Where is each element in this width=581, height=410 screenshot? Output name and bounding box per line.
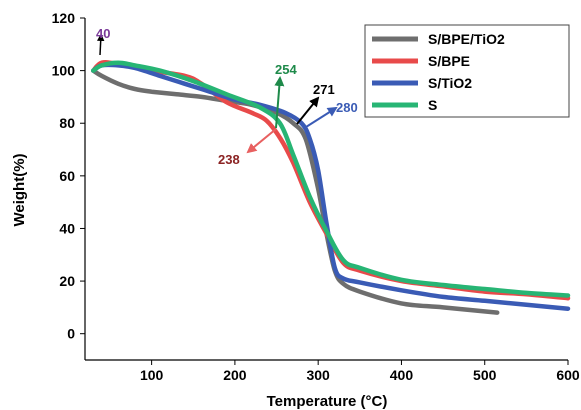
- series-line-s: [91, 60, 571, 298]
- series-line-s-bpe-tio2: [91, 68, 500, 315]
- annotation-arrow-40: [96, 33, 105, 56]
- ticks-layer: 100 200 300 400 500 600 0 20 40 60 80 100 120: [52, 10, 580, 383]
- series-line-s-tio2: [91, 62, 571, 311]
- y-tick-label: 20: [59, 273, 75, 289]
- series-layer: [91, 60, 571, 315]
- x-axis-title: Temperature (°C): [267, 393, 388, 410]
- y-tick-label: 100: [52, 63, 76, 79]
- x-tick-label: 200: [223, 367, 247, 383]
- y-tick-label: 0: [67, 326, 75, 342]
- annotation-arrow-238: [246, 128, 277, 154]
- legend: S/BPE/TiO2 S/BPE S/TiO2 S: [364, 24, 570, 118]
- y-tick-label: 120: [52, 10, 76, 26]
- y-tick-label: 80: [59, 115, 75, 131]
- annotation-arrow-280: [305, 106, 338, 128]
- y-tick-label: 60: [59, 168, 75, 184]
- annotation-label-238: 238: [218, 152, 240, 167]
- x-tick-label: 300: [306, 367, 330, 383]
- legend-label-s: S: [428, 97, 437, 113]
- y-axis-title: Weight(%): [11, 153, 28, 226]
- x-tick-label: 400: [390, 367, 414, 383]
- x-tick-label: 100: [140, 367, 164, 383]
- x-tick-label: 600: [556, 367, 580, 383]
- legend-label-s-bpe: S/BPE: [428, 53, 470, 69]
- annotation-label-40: 40: [96, 26, 110, 41]
- annotation-arrow-271: [296, 96, 320, 125]
- y-tick-label: 40: [59, 220, 75, 236]
- annotation-label-254: 254: [275, 62, 297, 77]
- annotation-arrow-254: [274, 76, 285, 129]
- x-tick-label: 500: [473, 367, 497, 383]
- annotation-label-271: 271: [313, 82, 335, 97]
- annotations: 40 254 271 280 238: [96, 26, 358, 167]
- legend-label-s-tio2: S/TiO2: [428, 75, 472, 91]
- annotation-label-280: 280: [336, 100, 358, 115]
- legend-label-s-bpe-tio2: S/BPE/TiO2: [428, 31, 505, 47]
